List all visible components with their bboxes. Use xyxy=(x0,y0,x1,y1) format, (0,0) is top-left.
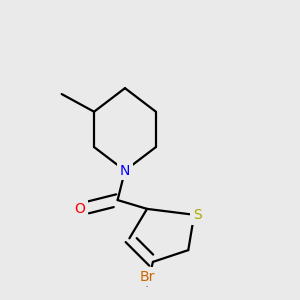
Text: N: N xyxy=(120,164,130,178)
Text: Br: Br xyxy=(140,270,155,283)
Text: O: O xyxy=(74,202,85,216)
Text: S: S xyxy=(193,208,202,222)
